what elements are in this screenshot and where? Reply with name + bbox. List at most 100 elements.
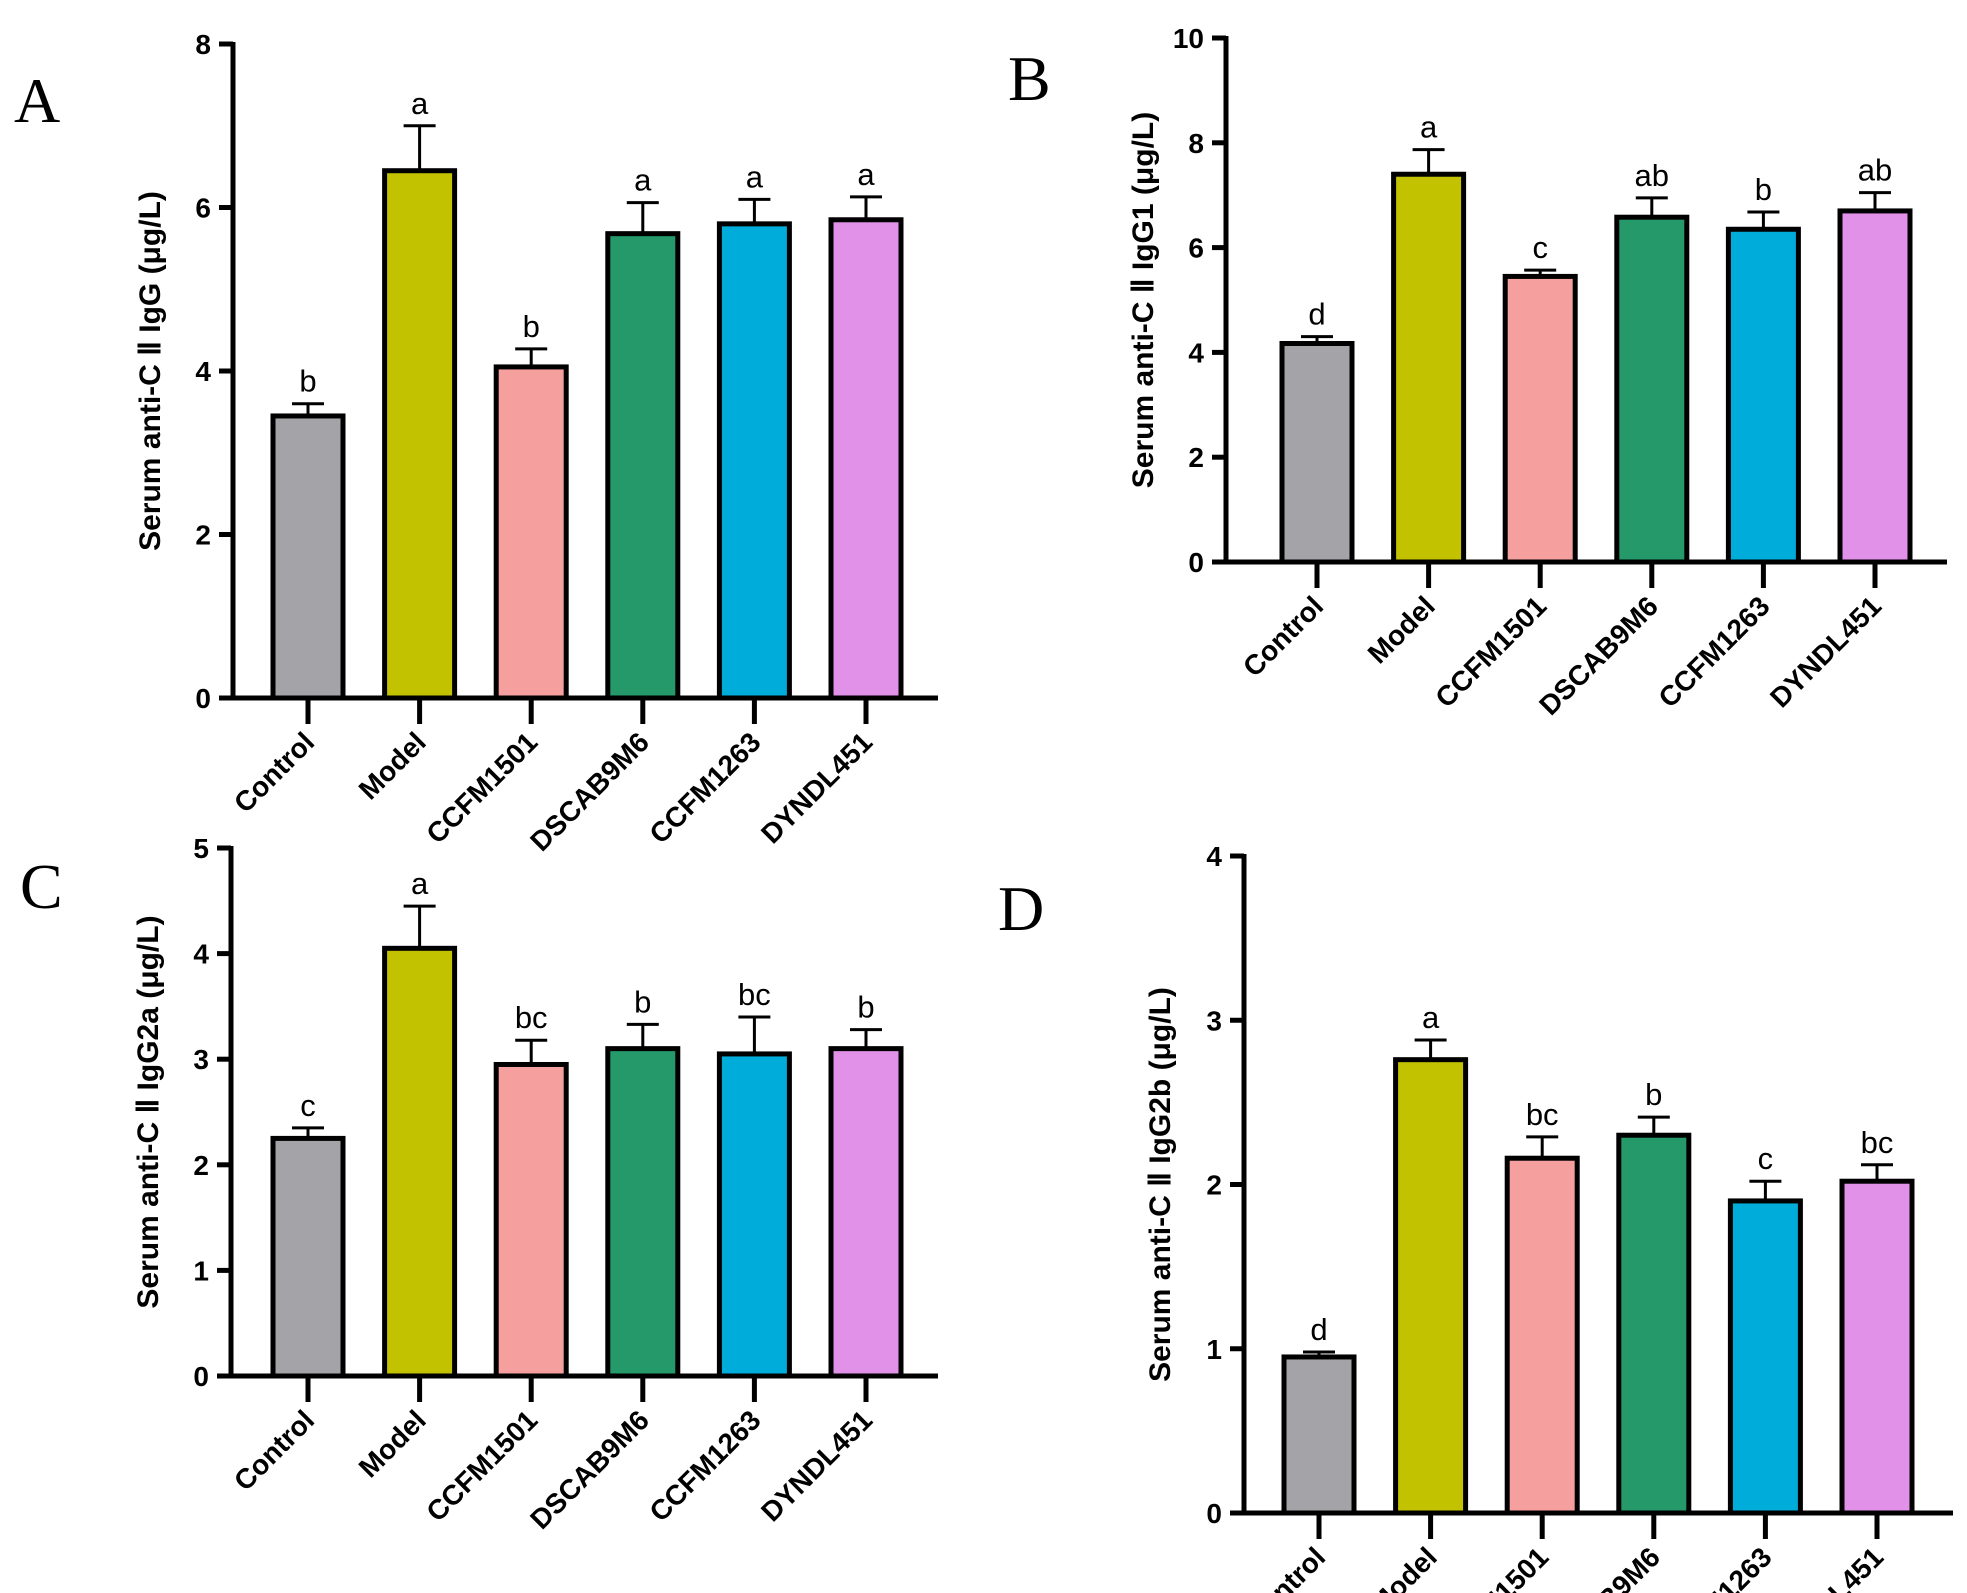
y-tick-label: 8 [195, 29, 211, 60]
x-tick-label: DYNDL451 [755, 726, 878, 849]
y-tick-label: 3 [1206, 1005, 1222, 1036]
bar-ccfm1501 [493, 1061, 569, 1379]
y-tick-label: 2 [1206, 1170, 1222, 1201]
x-tick-label: CCFM1263 [643, 1404, 766, 1527]
y-axis-label: Serum anti-C Ⅱ IgG1 (μg/L) [1127, 112, 1160, 488]
x-tick-label: CCFM1263 [1654, 1541, 1777, 1593]
x-tick-label: Model [1362, 590, 1441, 669]
y-tick-label: 5 [193, 833, 209, 864]
x-tick-label: Model [353, 726, 432, 805]
y-tick-label: 3 [193, 1044, 209, 1075]
significance-label: b [299, 364, 316, 399]
x-tick-label: Model [353, 1404, 432, 1483]
y-axis-label: Serum anti-C Ⅱ IgG2a (μg/L) [132, 915, 165, 1308]
significance-label: a [1420, 110, 1438, 145]
panel-c: C 0 1 2 3 4 5 Serum anti-C Ⅱ IgG2a (μg/L) c Contr… [20, 833, 938, 1535]
bar-ccfm1263 [1725, 226, 1801, 565]
y-tick-label: 2 [193, 1150, 209, 1181]
significance-label: a [746, 159, 764, 194]
x-tick-label: Control [1239, 1541, 1331, 1593]
x-tick-label: Control [228, 726, 320, 818]
significance-label: b [1755, 172, 1772, 207]
significance-label: b [523, 309, 540, 344]
significance-label: b [634, 984, 651, 1019]
bar-ccfm1263 [716, 221, 792, 701]
x-tick-label: CCFM1263 [643, 726, 766, 849]
x-tick-label: DSCAB9M6 [1535, 1541, 1666, 1593]
significance-label: bc [515, 1000, 548, 1035]
significance-label: bc [1526, 1097, 1559, 1132]
y-axis-label: Serum anti-C Ⅱ IgG2b (μg/L) [1144, 987, 1177, 1382]
y-tick-label: 0 [1206, 1498, 1222, 1529]
significance-label: a [857, 157, 875, 192]
bar-control [1281, 1354, 1357, 1516]
bar-ccfm1501 [1504, 1155, 1580, 1516]
x-tick-label: Control [1237, 590, 1329, 682]
bar-dscab9m6 [1614, 214, 1690, 565]
x-tick-label: DYNDL451 [755, 1404, 878, 1527]
bar-dscab9m6 [605, 231, 681, 701]
significance-label: bc [738, 977, 771, 1012]
significance-label: ab [1858, 153, 1892, 188]
bar-model [382, 168, 458, 701]
y-tick-label: 6 [1188, 233, 1204, 264]
bar-control [270, 1135, 346, 1379]
bar-control [270, 413, 346, 701]
significance-label: c [1532, 230, 1548, 265]
x-tick-label: DSCAB9M6 [524, 1404, 655, 1535]
bar-dyndl451 [828, 1046, 904, 1379]
bar-control [1279, 340, 1355, 565]
significance-label: d [1310, 1312, 1327, 1347]
significance-label: a [1422, 1000, 1440, 1035]
y-tick-label: 2 [195, 520, 211, 551]
y-tick-label: 0 [193, 1361, 209, 1392]
bar-ccfm1263 [1727, 1198, 1803, 1516]
significance-label: a [411, 866, 429, 901]
bar-ccfm1263 [716, 1051, 792, 1379]
bar-dscab9m6 [605, 1046, 681, 1379]
y-tick-label: 4 [193, 939, 209, 970]
significance-label: b [857, 990, 874, 1025]
x-tick-label: DYNDL451 [1764, 590, 1887, 713]
y-tick-label: 0 [1188, 547, 1204, 578]
y-tick-label: 4 [1206, 841, 1222, 872]
significance-label: a [411, 86, 429, 121]
x-tick-label: Model [1364, 1541, 1443, 1593]
significance-label: ab [1635, 158, 1669, 193]
bar-dyndl451 [828, 217, 904, 701]
panel-label: B [1008, 43, 1051, 114]
x-tick-label: CCFM1501 [1431, 1541, 1554, 1593]
x-tick-label: CCFM1501 [1429, 590, 1552, 713]
significance-label: b [1645, 1077, 1662, 1112]
significance-label: c [1758, 1141, 1774, 1176]
x-tick-label: DSCAB9M6 [524, 726, 655, 857]
panel-label: A [14, 65, 60, 136]
y-tick-label: 1 [1206, 1334, 1222, 1365]
x-tick-label: DYNDL451 [1766, 1541, 1889, 1593]
panel-d: D 0 1 2 3 4 Serum anti-C Ⅱ IgG2b (μg/L) d Contro… [998, 841, 1953, 1593]
y-tick-label: 10 [1173, 23, 1204, 54]
panel-a: A 0 2 4 6 8 Serum anti-C Ⅱ IgG (μg/L) b Control a… [14, 29, 938, 857]
bar-model [1393, 1057, 1469, 1516]
significance-label: d [1308, 297, 1325, 332]
bar-dyndl451 [1839, 1178, 1915, 1516]
y-tick-label: 2 [1188, 442, 1204, 473]
y-axis-label: Serum anti-C Ⅱ IgG (μg/L) [134, 191, 167, 551]
panel-b: B 0 2 4 6 8 10 Serum anti-C Ⅱ IgG1 (μg/L) d Contr… [1008, 23, 1947, 721]
bar-model [382, 945, 458, 1379]
y-tick-label: 4 [195, 356, 211, 387]
y-tick-label: 1 [193, 1255, 209, 1286]
bar-ccfm1501 [1502, 273, 1578, 565]
significance-label: bc [1861, 1125, 1894, 1160]
x-tick-label: Control [228, 1404, 320, 1496]
x-tick-label: CCFM1501 [420, 1404, 543, 1527]
panel-label: D [998, 873, 1044, 944]
y-tick-label: 4 [1188, 337, 1204, 368]
significance-label: a [634, 163, 652, 198]
x-tick-label: CCFM1263 [1652, 590, 1775, 713]
significance-label: c [300, 1088, 316, 1123]
bar-dyndl451 [1837, 208, 1913, 565]
y-tick-label: 6 [195, 193, 211, 224]
bar-dscab9m6 [1616, 1132, 1692, 1516]
